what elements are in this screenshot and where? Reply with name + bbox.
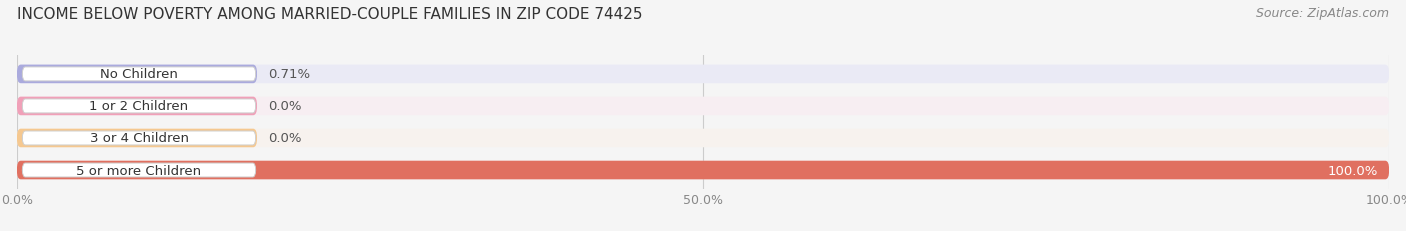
Text: INCOME BELOW POVERTY AMONG MARRIED-COUPLE FAMILIES IN ZIP CODE 74425: INCOME BELOW POVERTY AMONG MARRIED-COUPL… (17, 7, 643, 22)
FancyBboxPatch shape (17, 65, 257, 84)
Text: 0.71%: 0.71% (269, 68, 311, 81)
Text: 100.0%: 100.0% (1327, 164, 1378, 177)
FancyBboxPatch shape (17, 161, 1389, 179)
FancyBboxPatch shape (17, 97, 1389, 116)
FancyBboxPatch shape (22, 163, 256, 177)
FancyBboxPatch shape (22, 68, 256, 82)
FancyBboxPatch shape (22, 100, 256, 113)
FancyBboxPatch shape (22, 131, 256, 145)
FancyBboxPatch shape (17, 161, 1389, 179)
Text: 0.0%: 0.0% (269, 132, 301, 145)
Text: 0.0%: 0.0% (269, 100, 301, 113)
Text: Source: ZipAtlas.com: Source: ZipAtlas.com (1256, 7, 1389, 20)
Text: 5 or more Children: 5 or more Children (76, 164, 201, 177)
FancyBboxPatch shape (17, 97, 257, 116)
Text: No Children: No Children (100, 68, 179, 81)
Text: 1 or 2 Children: 1 or 2 Children (90, 100, 188, 113)
FancyBboxPatch shape (17, 129, 1389, 148)
FancyBboxPatch shape (17, 65, 1389, 84)
FancyBboxPatch shape (17, 129, 257, 148)
Text: 3 or 4 Children: 3 or 4 Children (90, 132, 188, 145)
